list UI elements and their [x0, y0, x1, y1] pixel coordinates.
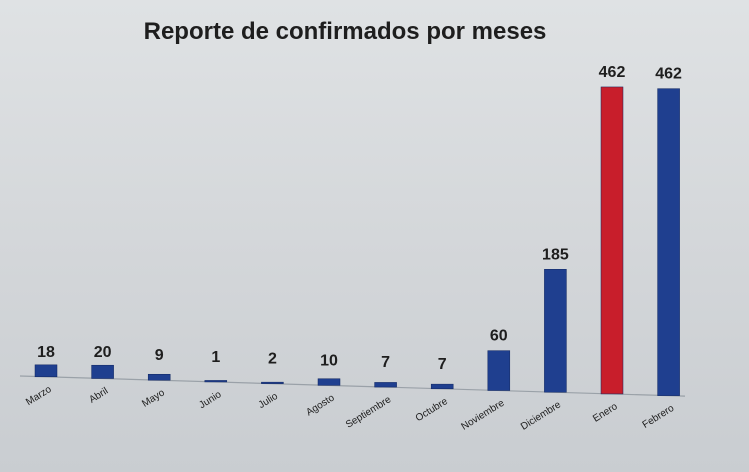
x-tick-label-marzo: Marzo — [24, 384, 54, 408]
value-label-mayo: 9 — [155, 347, 164, 364]
x-tick-label-noviembre: Noviembre — [460, 397, 507, 432]
x-tick-label-mayo: Mayo — [140, 387, 167, 410]
value-label-septiembre: 7 — [381, 354, 390, 371]
bar-noviembre — [487, 350, 511, 391]
bar-abril — [91, 364, 114, 379]
bar-octubre — [430, 383, 454, 390]
value-label-febrero: 462 — [655, 66, 682, 83]
bar-diciembre — [544, 269, 567, 393]
x-tick-label-diciembre: Diciembre — [519, 399, 563, 432]
bar-julio — [261, 381, 284, 384]
value-label-julio: 2 — [268, 351, 277, 368]
bar-septiembre — [374, 382, 397, 388]
value-label-agosto: 10 — [320, 352, 338, 369]
value-label-enero: 462 — [599, 64, 626, 81]
x-axis-line — [19, 375, 686, 397]
bar-junio — [204, 380, 228, 383]
bar-marzo — [34, 364, 58, 378]
bar-febrero — [657, 88, 680, 396]
x-tick-label-agosto: Agosto — [304, 392, 337, 418]
chart-title: Reporte de confirmados por meses — [143, 18, 547, 45]
value-label-diciembre: 185 — [542, 246, 569, 263]
value-label-octubre: 7 — [438, 356, 447, 373]
x-tick-label-enero: Enero — [591, 401, 620, 425]
x-tick-label-junio: Junio — [197, 389, 223, 411]
x-tick-label-febrero: Febrero — [641, 403, 677, 431]
value-label-junio: 1 — [211, 349, 220, 366]
bar-enero — [600, 86, 624, 395]
x-tick-label-septiembre: Septiembre — [344, 394, 394, 431]
x-tick-label-octubre: Octubre — [414, 396, 450, 424]
x-tick-label-abril: Abril — [87, 386, 110, 406]
value-label-abril: 20 — [94, 344, 112, 361]
bar-agosto — [317, 378, 341, 386]
value-label-marzo: 18 — [37, 344, 55, 361]
bar-mayo — [147, 373, 171, 381]
value-label-noviembre: 60 — [490, 328, 508, 345]
x-tick-label-julio: Julio — [257, 391, 281, 411]
